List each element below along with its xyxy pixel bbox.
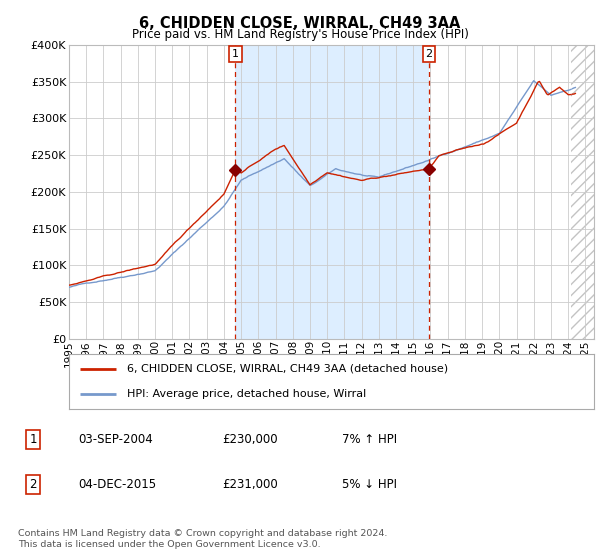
- Text: 04-DEC-2015: 04-DEC-2015: [78, 478, 156, 491]
- Text: Contains HM Land Registry data © Crown copyright and database right 2024.
This d: Contains HM Land Registry data © Crown c…: [18, 529, 388, 549]
- Text: 2: 2: [425, 49, 433, 59]
- Text: 1: 1: [232, 49, 239, 59]
- Text: 7% ↑ HPI: 7% ↑ HPI: [342, 433, 397, 446]
- Text: £230,000: £230,000: [222, 433, 278, 446]
- Text: £231,000: £231,000: [222, 478, 278, 491]
- Bar: [235, 45, 429, 339]
- Text: 03-SEP-2004: 03-SEP-2004: [78, 433, 153, 446]
- Text: 1: 1: [29, 433, 37, 446]
- Text: 2: 2: [29, 478, 37, 491]
- Text: 6, CHIDDEN CLOSE, WIRRAL, CH49 3AA (detached house): 6, CHIDDEN CLOSE, WIRRAL, CH49 3AA (deta…: [127, 364, 448, 374]
- Text: 5% ↓ HPI: 5% ↓ HPI: [342, 478, 397, 491]
- Text: 6, CHIDDEN CLOSE, WIRRAL, CH49 3AA: 6, CHIDDEN CLOSE, WIRRAL, CH49 3AA: [139, 16, 461, 31]
- Text: HPI: Average price, detached house, Wirral: HPI: Average price, detached house, Wirr…: [127, 389, 366, 399]
- Text: Price paid vs. HM Land Registry's House Price Index (HPI): Price paid vs. HM Land Registry's House …: [131, 28, 469, 41]
